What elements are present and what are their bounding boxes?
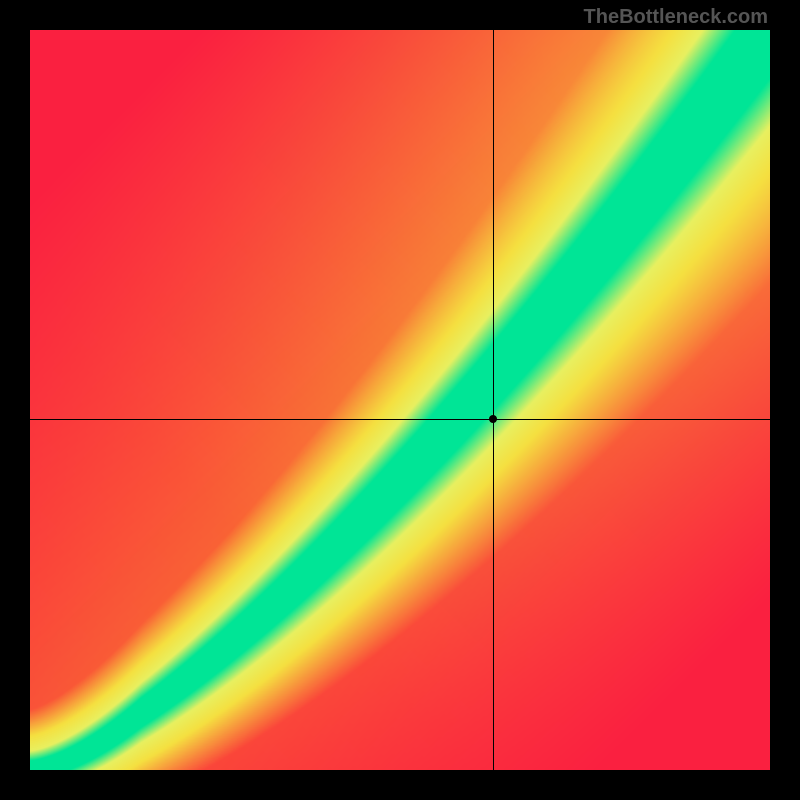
heatmap-chart xyxy=(30,30,770,770)
crosshair-horizontal xyxy=(30,419,770,420)
data-point-marker xyxy=(489,415,497,423)
crosshair-vertical xyxy=(493,30,494,770)
heatmap-canvas xyxy=(30,30,770,770)
watermark-text: TheBottleneck.com xyxy=(584,6,768,29)
